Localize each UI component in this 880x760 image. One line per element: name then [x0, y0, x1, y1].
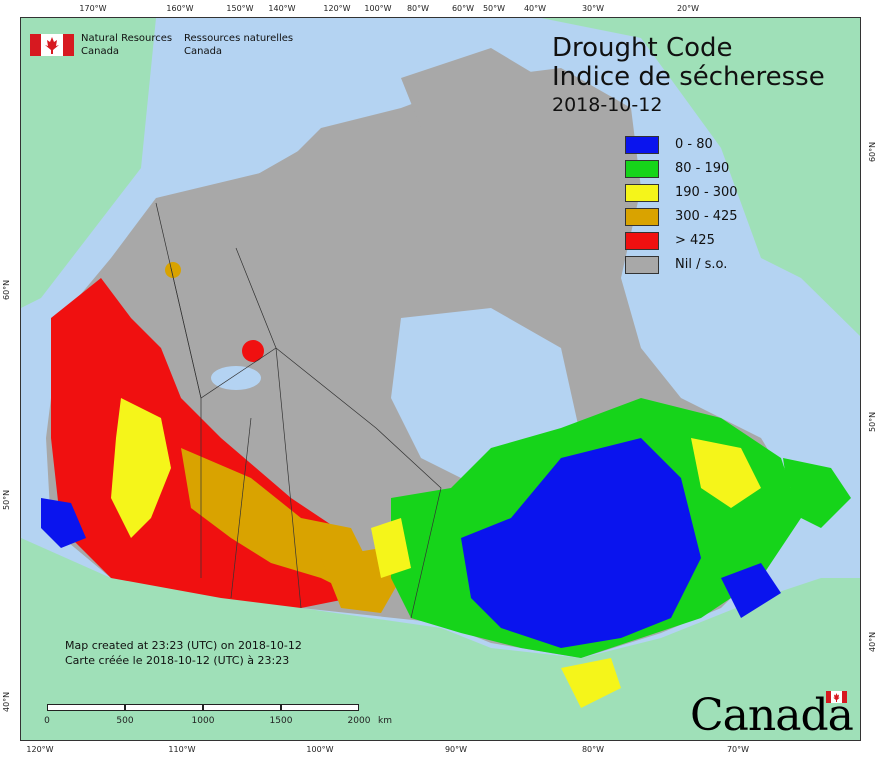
drought-orange-spot — [165, 262, 181, 278]
grid-label-bottom: 70°W — [726, 745, 750, 754]
scale-label: 1000 — [191, 716, 215, 726]
map-title: Drought Code Indice de sécheresse 2018-1… — [552, 34, 825, 118]
agency-name-en: Natural Resources — [81, 33, 173, 44]
grid-label-left: 50°N — [2, 489, 11, 510]
credit-fr: Carte créée le 2018-10-12 (UTC) à 23:23 — [65, 654, 290, 667]
grid-label-right: 50°N — [868, 411, 877, 432]
agency-name-fr: Ressources naturelles — [184, 33, 294, 44]
drought-yellow-labrador — [691, 438, 761, 508]
legend-label: 300 - 425 — [675, 209, 738, 224]
title-fr: Indice de sécheresse — [552, 62, 825, 92]
grid-label-top: 80°W — [406, 4, 430, 13]
grid-label-bottom: 110°W — [168, 745, 196, 754]
drought-blue-maritimes — [721, 563, 781, 618]
grid-label-top: 150°W — [226, 4, 254, 13]
scale-segment — [203, 704, 281, 711]
legend-label: Nil / s.o. — [675, 257, 728, 272]
grid-label-right: 40°N — [868, 631, 877, 652]
drought-yellow-manitoba — [371, 518, 411, 578]
scale-label: 500 — [116, 716, 134, 726]
drought-blue-east — [461, 438, 701, 648]
grid-label-top: 140°W — [268, 4, 296, 13]
grid-label-bottom: 90°W — [444, 745, 468, 754]
title-en: Drought Code — [552, 33, 733, 63]
legend-label: > 425 — [675, 233, 715, 248]
grid-label-top: 100°W — [364, 4, 392, 13]
drought-yellow-ontario — [561, 658, 621, 708]
agency-name-en: Canada — [81, 46, 120, 57]
grid-label-bottom: 80°W — [581, 745, 605, 754]
usa-land — [21, 538, 860, 740]
scale-label: 0 — [44, 716, 50, 726]
grid-label-left: 60°N — [2, 279, 11, 300]
legend-swatch — [625, 256, 659, 274]
great-slave-lake — [211, 366, 261, 390]
grid-label-top: 30°W — [581, 4, 605, 13]
arctic-island-2 — [401, 48, 541, 128]
agency-name-fr: Canada — [184, 46, 223, 57]
legend-label: 0 - 80 — [675, 137, 713, 152]
drought-map — [20, 17, 861, 741]
drought-blue-bc — [41, 498, 86, 548]
scale-bar: 0 500 1000 1500 2000 km — [44, 704, 392, 734]
scale-segment — [281, 704, 359, 711]
scale-label: 1500 — [269, 716, 293, 726]
grid-label-left: 40°N — [2, 691, 11, 712]
legend-swatch — [625, 232, 659, 250]
grid-label-top: 120°W — [323, 4, 351, 13]
legend-swatch — [625, 136, 659, 154]
grid-label-bottom: 120°W — [26, 745, 54, 754]
scale-segment — [47, 704, 125, 711]
greenland-land — [541, 18, 860, 337]
scale-label: 2000 — [347, 716, 371, 726]
legend-label: 80 - 190 — [675, 161, 730, 176]
arctic-island-3 — [491, 118, 601, 218]
grid-label-top: 20°W — [676, 4, 700, 13]
grid-label-top: 50°W — [482, 4, 506, 13]
legend-label: 190 - 300 — [675, 185, 738, 200]
arctic-island-1 — [251, 138, 371, 218]
grid-label-top: 60°W — [451, 4, 475, 13]
grid-label-right: 60°N — [868, 141, 877, 162]
credit-en: Map created at 23:23 (UTC) on 2018-10-12 — [65, 639, 302, 652]
scale-segment — [125, 704, 203, 711]
alaska-land — [21, 18, 156, 308]
grid-label-top: 40°W — [523, 4, 547, 13]
wordmark-flag-icon — [826, 691, 847, 703]
provincial-boundaries — [155, 202, 442, 619]
grid-label-bottom: 100°W — [306, 745, 334, 754]
legend-swatch — [625, 184, 659, 202]
scale-unit: km — [378, 716, 392, 726]
drought-orange-west — [181, 448, 371, 593]
drought-red-spot — [242, 340, 264, 362]
newfoundland-island — [783, 458, 851, 528]
canada-flag-icon — [30, 34, 74, 56]
grid-label-top: 160°W — [166, 4, 194, 13]
map-credit: Map created at 23:23 (UTC) on 2018-10-12… — [65, 638, 302, 668]
legend-swatch — [625, 160, 659, 178]
map-date: 2018-10-12 — [552, 94, 663, 116]
drought-yellow-west — [111, 398, 171, 538]
map-canvas — [21, 18, 860, 740]
grid-label-top: 170°W — [79, 4, 107, 13]
legend-swatch — [625, 208, 659, 226]
